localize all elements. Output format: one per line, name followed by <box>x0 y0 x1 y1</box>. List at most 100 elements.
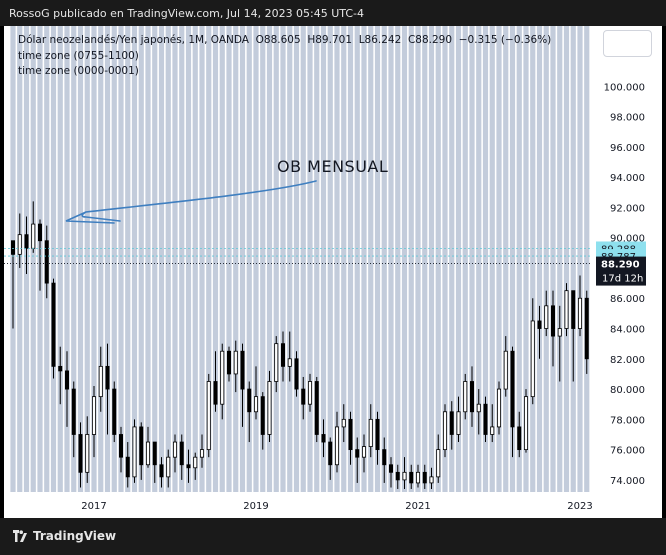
candle-body[interactable] <box>429 476 434 484</box>
candle-body[interactable] <box>220 350 225 405</box>
candle-body[interactable] <box>463 381 468 413</box>
candle-body[interactable] <box>287 358 292 367</box>
candle-body[interactable] <box>85 434 90 473</box>
candle-body[interactable] <box>517 426 522 451</box>
candle-body[interactable] <box>348 418 353 451</box>
candle-body[interactable] <box>132 426 137 478</box>
candle-body[interactable] <box>415 471 420 484</box>
candle-body[interactable] <box>78 434 83 473</box>
candle-body[interactable] <box>58 365 63 372</box>
candle-body[interactable] <box>361 446 366 458</box>
candle-body[interactable] <box>253 396 258 413</box>
symbol-label[interactable]: Dólar neozelandés/Yen japonés, 1M, OANDA <box>18 34 249 46</box>
candle-body[interactable] <box>71 388 76 435</box>
candle-body[interactable] <box>503 350 508 390</box>
candle-body[interactable] <box>314 381 319 435</box>
candle-body[interactable] <box>233 350 238 375</box>
candle-body[interactable] <box>388 464 393 473</box>
candle-body[interactable] <box>409 471 414 484</box>
candle-body[interactable] <box>38 223 43 242</box>
candle-body[interactable] <box>213 381 218 405</box>
candle-body[interactable] <box>328 441 333 466</box>
candle-body[interactable] <box>334 426 339 466</box>
candle-body[interactable] <box>280 343 285 367</box>
candle-body[interactable] <box>11 240 16 255</box>
candle-body[interactable] <box>442 411 447 451</box>
candle-body[interactable] <box>172 441 177 458</box>
candle-body[interactable] <box>510 350 515 428</box>
candle-body[interactable] <box>564 290 569 329</box>
indicator-time-zone-2[interactable]: time zone (0000-0001) <box>18 65 139 77</box>
candle-body[interactable] <box>112 388 117 435</box>
candle-body[interactable] <box>307 381 312 405</box>
candle-body[interactable] <box>274 343 279 382</box>
candle-body[interactable] <box>240 350 245 390</box>
candle-body[interactable] <box>119 434 124 458</box>
candle-body[interactable] <box>584 297 589 360</box>
candle-body[interactable] <box>469 381 474 413</box>
candle-body[interactable] <box>186 464 191 469</box>
candle-body[interactable] <box>449 411 454 435</box>
candle-body[interactable] <box>206 381 211 451</box>
candle-body[interactable] <box>557 328 562 337</box>
candle-body[interactable] <box>17 234 22 255</box>
candle-body[interactable] <box>92 396 97 435</box>
candle-body[interactable] <box>166 456 171 478</box>
candle-body[interactable] <box>125 456 130 478</box>
candle-body[interactable] <box>193 456 198 469</box>
candle-body[interactable] <box>422 471 427 484</box>
candle-body[interactable] <box>524 396 529 451</box>
candle-body[interactable] <box>476 403 481 413</box>
candle-body[interactable] <box>578 297 583 329</box>
indicator-time-zone-1[interactable]: time zone (0755-1100) <box>18 49 139 62</box>
time-zone-stripe <box>172 26 178 492</box>
candle-body[interactable] <box>51 282 56 367</box>
time-zone-stripe <box>239 26 246 492</box>
time-zone-stripe <box>266 26 273 492</box>
y-tick-label: 92.000 <box>610 203 645 214</box>
chart-options-button[interactable] <box>603 30 652 57</box>
candle-body[interactable] <box>65 370 70 390</box>
candle-body[interactable] <box>105 365 110 390</box>
annotation-arrow[interactable] <box>65 180 317 224</box>
candle-body[interactable] <box>267 381 272 435</box>
candle-body[interactable] <box>199 449 204 458</box>
candle-body[interactable] <box>341 418 346 428</box>
candle-body[interactable] <box>152 441 157 466</box>
candle-body[interactable] <box>382 449 387 466</box>
candle-body[interactable] <box>490 426 495 435</box>
candle-body[interactable] <box>544 305 549 329</box>
candle-body[interactable] <box>456 411 461 435</box>
candle-body[interactable] <box>551 305 556 337</box>
candle-body[interactable] <box>537 320 542 329</box>
candle-body[interactable] <box>368 418 373 447</box>
candle-body[interactable] <box>530 320 535 398</box>
time-zone-stripe <box>401 26 408 492</box>
candle-body[interactable] <box>496 388 501 428</box>
candle-body[interactable] <box>301 388 306 405</box>
candle-body[interactable] <box>31 223 36 249</box>
time-zone-stripe <box>118 26 124 492</box>
annotation-text[interactable]: OB MENSUAL <box>277 157 388 176</box>
candle-body[interactable] <box>145 441 150 466</box>
candle-body[interactable] <box>571 290 576 329</box>
candle-body[interactable] <box>260 396 265 435</box>
candle-body[interactable] <box>179 441 184 466</box>
candle-body[interactable] <box>395 471 400 481</box>
time-zone-stripe <box>77 26 84 492</box>
candle-body[interactable] <box>44 240 49 284</box>
candle-body[interactable] <box>247 388 252 413</box>
candle-body[interactable] <box>294 358 299 390</box>
candle-body[interactable] <box>139 426 144 466</box>
candle-body[interactable] <box>355 449 360 458</box>
candle-body[interactable] <box>436 449 441 478</box>
candle-body[interactable] <box>402 471 407 481</box>
candle-body[interactable] <box>98 365 103 398</box>
candle-body[interactable] <box>24 234 29 249</box>
candle-body[interactable] <box>375 418 380 451</box>
candle-body[interactable] <box>483 403 488 435</box>
price-chart[interactable]: 74.000 76.000 78.000 80.000 82.000 84.000 86.0… <box>4 26 662 518</box>
candle-body[interactable] <box>159 464 164 478</box>
candle-body[interactable] <box>321 434 326 443</box>
candle-body[interactable] <box>226 350 231 375</box>
